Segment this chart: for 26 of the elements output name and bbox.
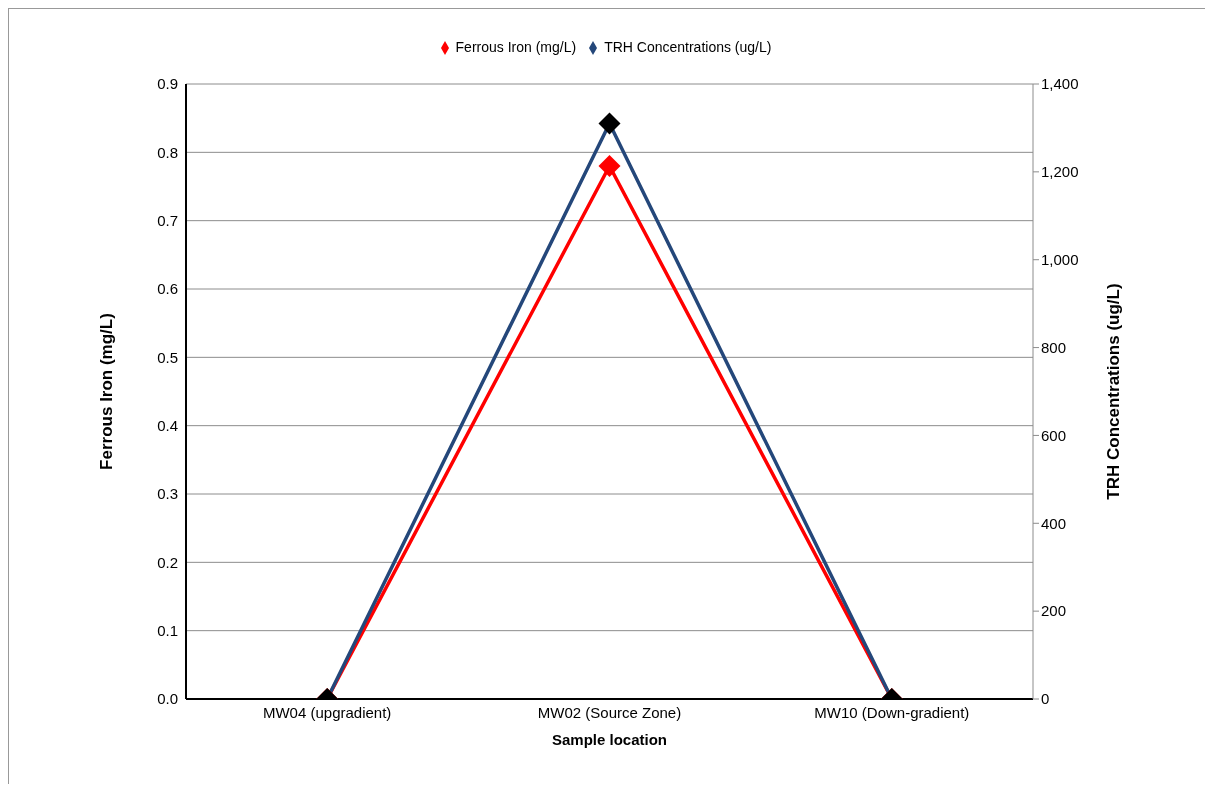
y2-tick-label: 200 bbox=[1041, 602, 1067, 620]
y-tick-label: 0.5 bbox=[157, 348, 178, 366]
y-tick-label: 0.2 bbox=[157, 553, 178, 571]
y2-tick-label: 1,400 bbox=[1041, 75, 1079, 93]
x-tick-label: MW04 (upgradient) bbox=[262, 703, 392, 721]
y-axis-title: Ferrous Iron (mg/L) bbox=[97, 313, 117, 470]
y-tick-label: 0.6 bbox=[157, 280, 178, 298]
y-tick-label: 0.1 bbox=[157, 621, 178, 639]
y-tick-label: 0.4 bbox=[157, 416, 178, 434]
y-tick-label: 0.0 bbox=[157, 690, 178, 708]
y-tick-label: 0.3 bbox=[157, 485, 178, 503]
y-tick-label: 0.8 bbox=[157, 143, 178, 161]
legend-label: Ferrous Iron (mg/L) bbox=[455, 39, 577, 55]
y2-tick-label: 400 bbox=[1041, 514, 1067, 532]
y-tick-label: 0.9 bbox=[157, 75, 178, 93]
y2-tick-label: 800 bbox=[1041, 338, 1067, 356]
y2-axis-title: TRH Concentrations (ug/L) bbox=[1104, 283, 1124, 500]
y2-tick-label: 600 bbox=[1041, 426, 1067, 444]
y-tick-label: 0.7 bbox=[157, 211, 178, 229]
y2-tick-label: 1,200 bbox=[1041, 163, 1079, 181]
y2-tick-label: 1,000 bbox=[1041, 251, 1079, 269]
x-tick-label: MW02 (Source Zone) bbox=[537, 703, 682, 721]
legend-label: TRH Concentrations (ug/L) bbox=[604, 39, 772, 55]
x-tick-label: MW10 (Down-gradient) bbox=[814, 703, 970, 721]
x-axis-title: Sample location bbox=[551, 731, 668, 748]
y2-tick-label: 0 bbox=[1041, 690, 1050, 708]
